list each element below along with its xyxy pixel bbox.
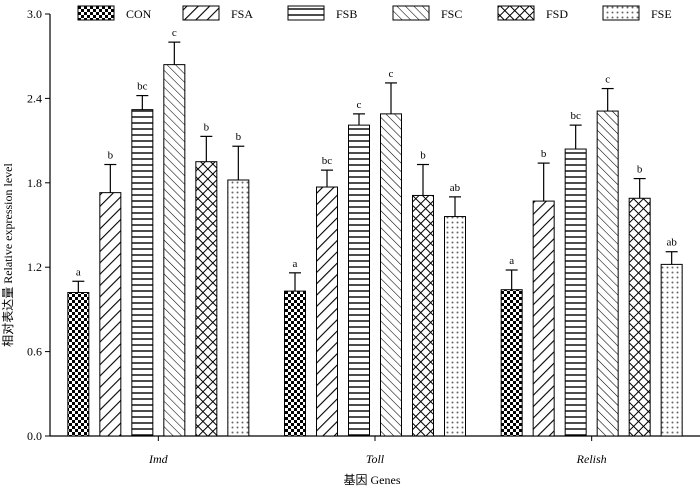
significance-label: b bbox=[541, 148, 547, 160]
legend-swatch-fsd bbox=[497, 5, 535, 21]
significance-label: c bbox=[389, 68, 394, 80]
x-axis-title: 基因 Genes bbox=[344, 473, 401, 487]
y-tick-label: 0.0 bbox=[27, 429, 42, 443]
y-axis-title: 相对表达量 Relative expression level bbox=[1, 163, 15, 347]
significance-label: a bbox=[293, 258, 298, 270]
bar-fse bbox=[227, 179, 250, 437]
legend-label: FSD bbox=[546, 7, 568, 21]
legend-swatch-fsa bbox=[182, 5, 220, 21]
bar-fsb bbox=[564, 148, 587, 437]
bar-fsc bbox=[380, 113, 402, 437]
x-category-label: Imd bbox=[148, 452, 169, 466]
y-tick-label: 2.4 bbox=[27, 91, 42, 105]
legend-label: FSC bbox=[441, 7, 462, 21]
legend-label: FSE bbox=[651, 7, 672, 21]
legend: CON FSA FSB FSC FSD FSE bbox=[77, 5, 672, 21]
significance-label: b bbox=[236, 131, 242, 143]
bar-fse bbox=[660, 263, 683, 437]
y-tick-label: 1.8 bbox=[27, 176, 42, 190]
bar-fsd bbox=[412, 194, 434, 437]
bar-con bbox=[284, 290, 306, 437]
significance-label: bc bbox=[137, 81, 148, 93]
bar-fsc bbox=[596, 110, 619, 437]
y-tick-label: 3.0 bbox=[27, 7, 42, 21]
significance-label: a bbox=[76, 266, 81, 278]
significance-label: b bbox=[204, 121, 210, 133]
legend-label: CON bbox=[126, 7, 152, 21]
bar-fse bbox=[444, 216, 466, 437]
bar-con bbox=[67, 292, 90, 437]
bar-fsb bbox=[348, 124, 370, 437]
significance-label: ab bbox=[666, 237, 677, 249]
significance-label: a bbox=[509, 255, 514, 267]
bar-fsb bbox=[131, 109, 154, 437]
significance-label: ab bbox=[450, 182, 461, 194]
significance-label: c bbox=[172, 27, 177, 39]
bar-con bbox=[500, 289, 523, 437]
legend-label: FSB bbox=[336, 7, 357, 21]
bar-fsa bbox=[532, 200, 555, 437]
legend-swatch-fsc bbox=[392, 5, 430, 21]
significance-label: bc bbox=[322, 155, 333, 167]
significance-label: c bbox=[605, 74, 610, 86]
x-category-label: Relish bbox=[576, 452, 607, 466]
legend-swatch-con bbox=[77, 5, 115, 21]
y-tick-label: 0.6 bbox=[27, 345, 42, 359]
y-tick-label: 1.2 bbox=[27, 260, 42, 274]
legend-swatch-fsb bbox=[287, 5, 325, 21]
bar-fsd bbox=[195, 161, 218, 437]
legend-swatch-fse bbox=[602, 5, 640, 21]
bar-fsd bbox=[628, 197, 651, 437]
significance-label: c bbox=[357, 99, 362, 111]
significance-label: bc bbox=[570, 110, 581, 122]
bar-fsc bbox=[163, 64, 186, 437]
axes: 0.0 0.6 1.2 1.8 2.4 3.0 Imd Toll Relish bbox=[27, 7, 700, 466]
significance-label: b bbox=[420, 150, 426, 162]
bar-fsa bbox=[316, 186, 338, 437]
bar-fsa bbox=[99, 192, 122, 437]
legend-label: FSA bbox=[231, 7, 253, 21]
x-category-label: Toll bbox=[366, 452, 385, 466]
significance-label: b bbox=[637, 164, 643, 176]
significance-label: b bbox=[108, 150, 114, 162]
